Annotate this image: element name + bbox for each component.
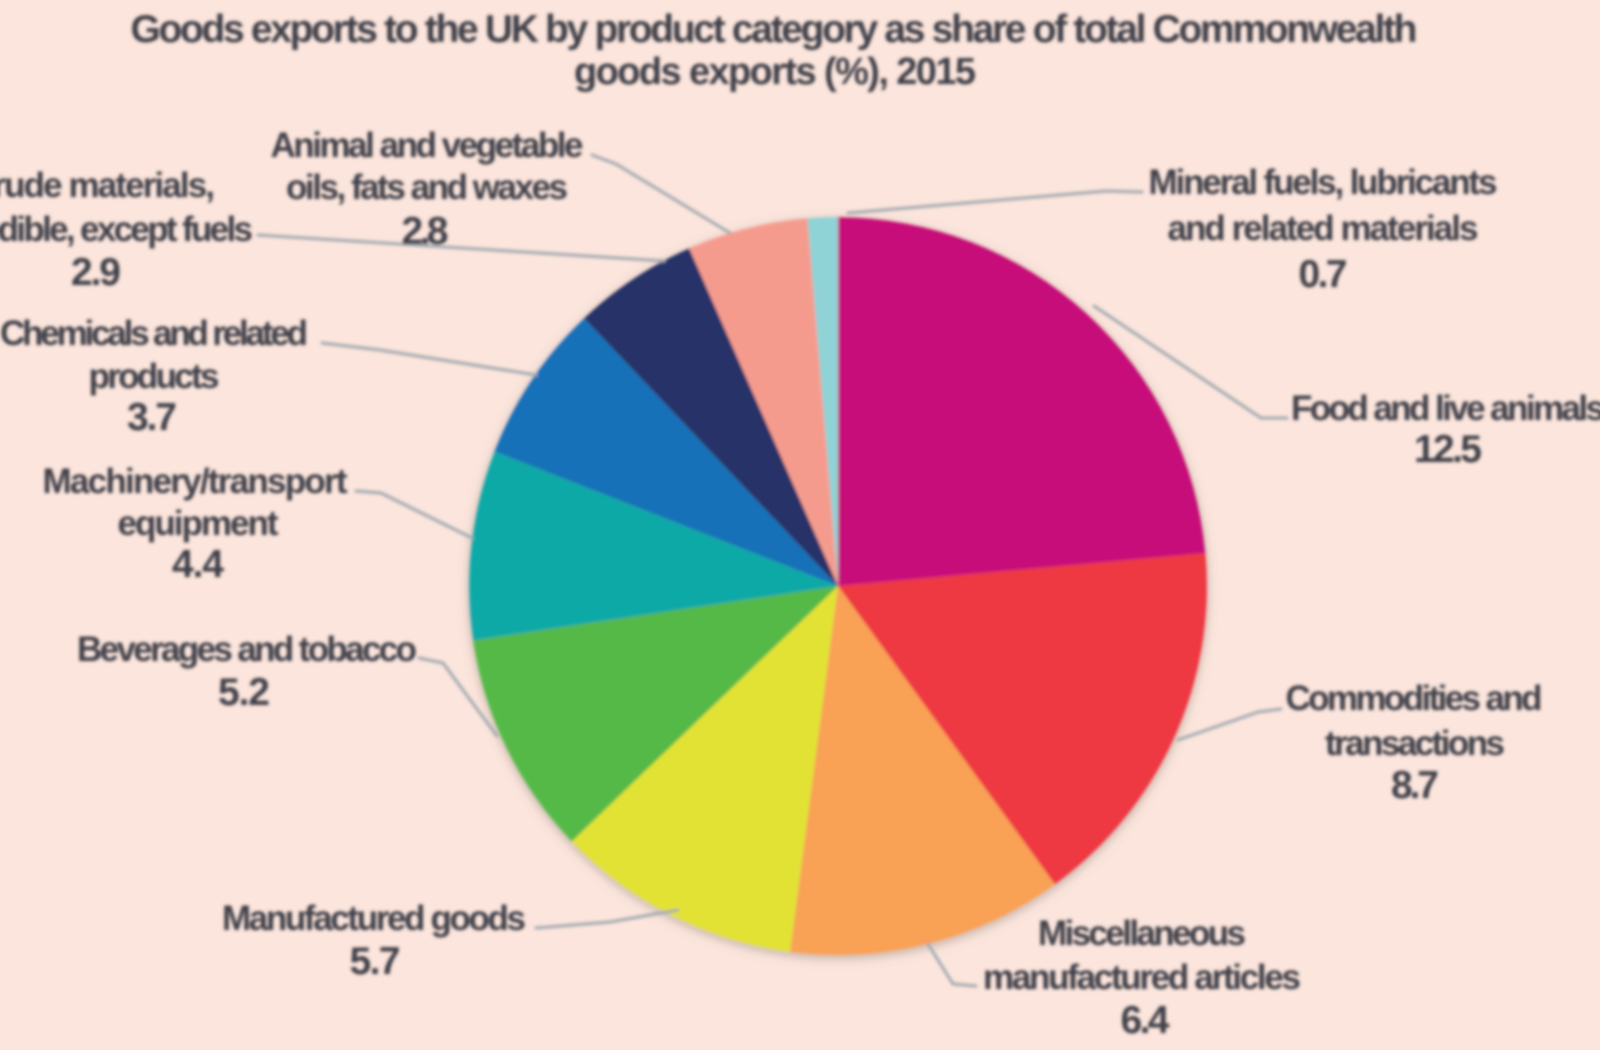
svg-text:Miscellaneous: Miscellaneous xyxy=(1038,914,1246,953)
svg-text:transactions: transactions xyxy=(1325,724,1505,763)
svg-text:Machinery/transport: Machinery/transport xyxy=(43,462,348,501)
svg-text:Manufactured goods: Manufactured goods xyxy=(222,899,526,938)
svg-text:4.4: 4.4 xyxy=(172,543,224,586)
svg-text:Commodities and: Commodities and xyxy=(1286,679,1543,718)
svg-text:goods exports (%), 2015: goods exports (%), 2015 xyxy=(574,51,976,93)
svg-text:0.7: 0.7 xyxy=(1299,253,1348,296)
svg-text:5.2: 5.2 xyxy=(218,671,270,714)
svg-text:Goods exports to the UK by pro: Goods exports to the UK by product categ… xyxy=(131,8,1418,51)
svg-text:equipment: equipment xyxy=(118,504,279,543)
svg-text:2.8: 2.8 xyxy=(402,210,449,253)
svg-text:Food and live animals: Food and live animals xyxy=(1291,389,1600,428)
svg-text:Mineral fuels, lubricants: Mineral fuels, lubricants xyxy=(1149,163,1498,202)
svg-text:Animal and vegetable: Animal and vegetable xyxy=(271,126,584,165)
svg-text:2.9: 2.9 xyxy=(71,251,121,294)
svg-text:inedible, except fuels: inedible, except fuels xyxy=(0,210,253,249)
svg-text:12.5: 12.5 xyxy=(1414,428,1482,471)
svg-text:Crude materials,: Crude materials, xyxy=(0,166,215,205)
svg-text:products: products xyxy=(89,357,220,396)
svg-text:Beverages and tobacco: Beverages and tobacco xyxy=(77,630,417,669)
svg-text:6.4: 6.4 xyxy=(1121,999,1170,1042)
svg-text:oils, fats and waxes: oils, fats and waxes xyxy=(286,168,568,207)
svg-text:5.7: 5.7 xyxy=(350,940,401,983)
svg-text:manufactured articles: manufactured articles xyxy=(983,958,1301,997)
svg-text:and related materials: and related materials xyxy=(1168,209,1479,248)
svg-text:8.7: 8.7 xyxy=(1391,764,1439,807)
svg-text:3.7: 3.7 xyxy=(127,396,177,439)
svg-text:Chemicals and related: Chemicals and related xyxy=(0,314,308,353)
